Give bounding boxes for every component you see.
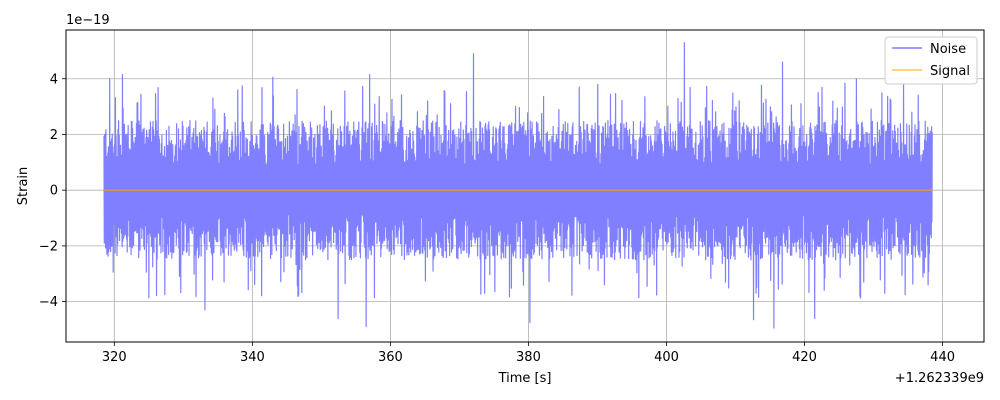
legend-label-signal: Signal	[930, 64, 970, 79]
y-tick-label: 2	[50, 128, 58, 143]
y-tick-label: 0	[50, 184, 58, 199]
y-tick-label: 4	[50, 72, 58, 87]
x-tick-label: 320	[102, 350, 127, 365]
y-axis-label: Strain	[16, 167, 31, 206]
y-scale-text: 1e−19	[66, 13, 110, 28]
legend: Noise Signal	[884, 36, 978, 85]
x-axis-label: Time [s]	[498, 371, 552, 386]
series-layer	[103, 41, 933, 329]
y-tick-label: −2	[39, 239, 58, 254]
x-tick-label: 400	[654, 350, 679, 365]
axes-frame	[65, 29, 985, 343]
x-tick-label: 420	[792, 350, 817, 365]
series-noise-line	[103, 41, 933, 329]
x-tick-label: 440	[930, 350, 955, 365]
tick-layer: 320 340 360 380 400 420 440 −4 −2 0 2 4	[39, 72, 955, 365]
legend-label-noise: Noise	[930, 42, 966, 57]
y-tick-label: −4	[39, 295, 58, 310]
x-tick-label: 360	[378, 350, 403, 365]
x-tick-label: 380	[516, 350, 541, 365]
x-offset-text: +1.262339e9	[895, 371, 984, 386]
x-tick-label: 340	[240, 350, 265, 365]
